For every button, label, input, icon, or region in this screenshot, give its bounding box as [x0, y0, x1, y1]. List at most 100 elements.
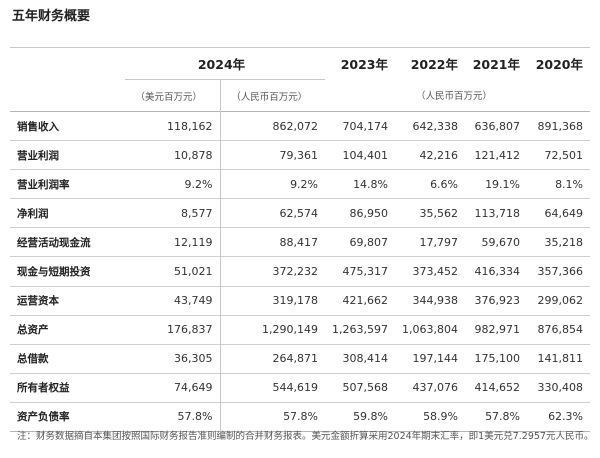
cell-v2024: 62,574 — [219, 198, 326, 228]
cell-v2024: 57.8% — [219, 401, 326, 433]
cell-v2021: 416,334 — [465, 256, 528, 287]
year-header-row: 2024年 2023年 2022年 2021年 2020年 — [10, 47, 591, 80]
row-label: 现金与短期投资 — [10, 256, 125, 287]
cell-v2021: 59,670 — [465, 227, 528, 257]
cell-v2024: 79,361 — [219, 140, 326, 170]
unit-blank — [10, 80, 125, 112]
cell-v2020: 299,062 — [527, 285, 591, 316]
row-label: 销售收入 — [10, 110, 125, 141]
cell-usd: 43,749 — [125, 285, 220, 316]
table-row: 总借款 36,305 264,871 308,414 197,144 175,100 141… — [10, 343, 591, 374]
cell-v2022: 58.9% — [395, 401, 466, 433]
unit-rmb-hist: （人民币百万元） — [416, 91, 493, 103]
cell-v2023: 59.8% — [325, 401, 396, 433]
table-row: 所有者权益 74,649 544,619 507,568 437,076 414,652 3… — [10, 372, 591, 403]
cell-v2023: 104,401 — [325, 140, 396, 170]
table-row: 销售收入 118,162 862,072 704,174 642,338 636,807 8… — [10, 110, 591, 141]
table-row: 净利润 8,577 62,574 86,950 35,562 113,718 64,649 — [10, 198, 591, 228]
cell-v2024: 862,072 — [219, 110, 326, 141]
cell-v2022: 373,452 — [395, 256, 466, 287]
cell-v2021: 376,923 — [465, 285, 528, 316]
cell-v2023: 308,414 — [325, 343, 396, 374]
year-2020-header: 2020年 — [527, 47, 591, 80]
cell-usd: 51,021 — [125, 256, 220, 287]
cell-usd: 12,119 — [125, 227, 220, 257]
cell-usd: 118,162 — [125, 110, 220, 141]
cell-usd: 9.2% — [125, 169, 220, 199]
cell-v2022: 42,216 — [395, 140, 466, 170]
cell-v2024: 88,417 — [219, 227, 326, 257]
table-row: 运营资本 43,749 319,178 421,662 344,938 376,923 29… — [10, 285, 591, 316]
table-row: 经营活动现金流 12,119 88,417 69,807 17,797 59,670 35,… — [10, 227, 591, 257]
cell-usd: 8,577 — [125, 198, 220, 228]
table-row: 资产负债率 57.8% 57.8% 59.8% 58.9% 57.8% 62.3% — [10, 401, 591, 433]
cell-v2021: 19.1% — [465, 169, 528, 199]
row-label: 运营资本 — [10, 285, 125, 316]
cell-v2020: 35,218 — [527, 227, 591, 257]
cell-v2022: 642,338 — [395, 110, 466, 141]
table-row: 营业利润率 9.2% 9.2% 14.8% 6.6% 19.1% 8.1% — [10, 169, 591, 199]
table-row: 现金与短期投资 51,021 372,232 475,317 373,452 416,33… — [10, 256, 591, 287]
cell-usd: 36,305 — [125, 343, 220, 374]
cell-usd: 57.8% — [125, 401, 220, 433]
cell-v2023: 704,174 — [325, 110, 396, 141]
row-label: 所有者权益 — [10, 372, 125, 403]
cell-v2022: 6.6% — [395, 169, 466, 199]
cell-v2024: 9.2% — [219, 169, 326, 199]
cell-v2021: 175,100 — [465, 343, 528, 374]
financial-summary-table: 2024年 2023年 2022年 2021年 2020年 （美元百万元） （人… — [10, 47, 591, 433]
unit-usd: （美元百万元） — [135, 91, 202, 103]
cell-v2023: 421,662 — [325, 285, 396, 316]
table-row: 总资产 176,837 1,290,149 1,263,597 1,063,804 982… — [10, 314, 591, 345]
cell-v2021: 982,971 — [465, 314, 528, 345]
row-label: 经营活动现金流 — [10, 227, 125, 257]
cell-v2020: 72,501 — [527, 140, 591, 170]
cell-usd: 74,649 — [125, 372, 220, 403]
cell-v2020: 8.1% — [527, 169, 591, 199]
cell-v2023: 507,568 — [325, 372, 396, 403]
cell-v2020: 330,408 — [527, 372, 591, 403]
cell-v2023: 69,807 — [325, 227, 396, 257]
row-label: 总借款 — [10, 343, 125, 374]
cell-v2021: 57.8% — [465, 401, 528, 433]
cell-v2024: 319,178 — [219, 285, 326, 316]
cell-v2023: 14.8% — [325, 169, 396, 199]
year-2023-header: 2023年 — [325, 47, 396, 80]
cell-v2020: 357,366 — [527, 256, 591, 287]
row-label: 总资产 — [10, 314, 125, 345]
year-2022-header: 2022年 — [395, 47, 466, 80]
cell-v2023: 1,263,597 — [325, 314, 396, 345]
unit-rmb: （人民币百万元） — [219, 79, 326, 112]
table-row: 营业利润 10,878 79,361 104,401 42,216 121,412 72,5… — [10, 140, 591, 170]
cell-v2020: 141,811 — [527, 343, 591, 374]
year-2024-header: 2024年 — [125, 47, 326, 80]
row-label: 资产负债率 — [10, 401, 125, 433]
cell-v2022: 17,797 — [395, 227, 466, 257]
cell-usd: 176,837 — [125, 314, 220, 345]
cell-v2020: 876,854 — [527, 314, 591, 345]
year-2021-header: 2021年 — [465, 47, 528, 80]
cell-v2024: 264,871 — [219, 343, 326, 374]
cell-v2020: 891,368 — [527, 110, 591, 141]
unit-row: （美元百万元） （人民币百万元） （人民币百万元） — [10, 79, 590, 112]
cell-v2021: 121,412 — [465, 140, 528, 170]
cell-v2022: 1,063,804 — [395, 314, 466, 345]
page-title: 五年财务概要 — [12, 9, 91, 24]
row-label: 营业利润 — [10, 140, 125, 170]
cell-v2020: 64,649 — [527, 198, 591, 228]
cell-v2022: 197,144 — [395, 343, 466, 374]
cell-v2021: 414,652 — [465, 372, 528, 403]
footnote: 注：财务数据摘自本集团按照国际财务报告准则编制的合并财务报表。美元金额折算采用2… — [17, 431, 594, 442]
cell-v2024: 372,232 — [219, 256, 326, 287]
cell-v2024: 544,619 — [219, 372, 326, 403]
row-label: 净利润 — [10, 198, 125, 228]
cell-usd: 10,878 — [125, 140, 220, 170]
cell-v2021: 113,718 — [465, 198, 528, 228]
cell-v2021: 636,807 — [465, 110, 528, 141]
header-blank — [10, 47, 125, 80]
cell-v2022: 35,562 — [395, 198, 466, 228]
cell-v2020: 62.3% — [527, 401, 591, 433]
cell-v2024: 1,290,149 — [219, 314, 326, 345]
cell-v2022: 344,938 — [395, 285, 466, 316]
cell-v2023: 86,950 — [325, 198, 396, 228]
